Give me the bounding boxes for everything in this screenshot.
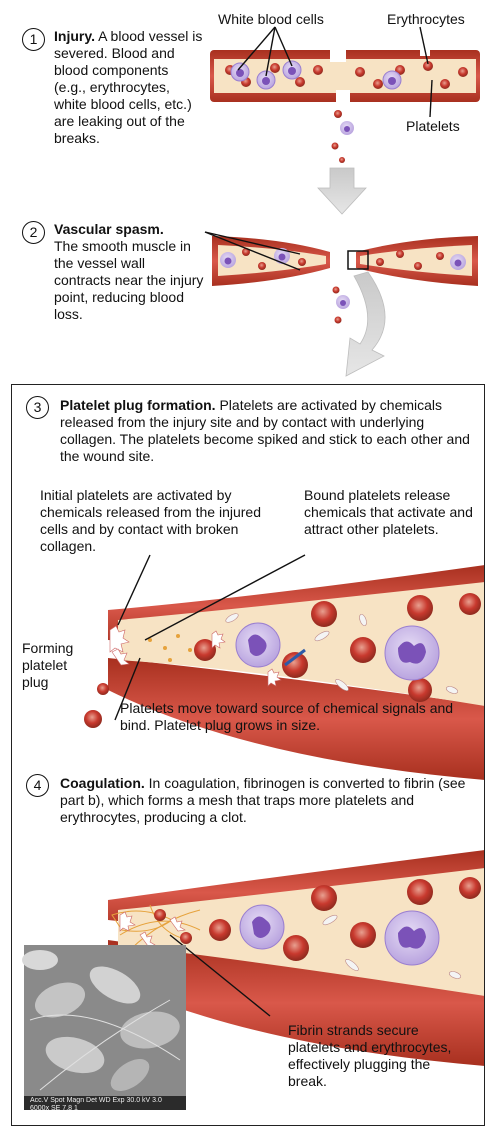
vessel-step1 (210, 26, 480, 163)
step-4-body: In coagulation, fibrinogen is converted … (60, 775, 466, 825)
step-1-text: Injury. A blood vessel is severed. Blood… (54, 28, 204, 147)
label-forming-plug: Forming platelet plug (22, 640, 74, 690)
rbc-group-step1 (225, 61, 468, 89)
label-platelets: Platelets (406, 118, 460, 134)
wbc-group-step3 (235, 622, 440, 681)
platelet-coagulation-panel (11, 384, 485, 1126)
step-3-body: Platelets are activated by chemicals rel… (60, 397, 470, 464)
rbc-group-step3 (194, 593, 481, 702)
step-1-body: A blood vessel is severed. Blood and blo… (54, 28, 203, 146)
step-number-2: 2 (22, 221, 45, 244)
down-arrow-1 (317, 167, 367, 215)
vessel-step2 (204, 231, 478, 324)
label-bound-platelets: Bound platelets release chemicals that a… (304, 487, 473, 537)
platelet-group-step3 (225, 613, 459, 694)
label-platelets-move: Platelets move toward source of chemical… (120, 700, 454, 733)
step-2-text: Vascular spasm. The smooth muscle in the… (54, 221, 204, 323)
step-4-title: Coagulation. (60, 775, 145, 791)
step-3-text: Platelet plug formation. Platelets are a… (60, 397, 472, 465)
curved-arrow-2 (345, 271, 386, 377)
label-fibrin-strands: Fibrin strands secure platelets and eryt… (288, 1022, 452, 1089)
step-number-4: 4 (26, 774, 49, 797)
rbc-group-step4 (209, 877, 481, 961)
label-erythrocytes: Erythrocytes (387, 11, 465, 27)
label-initial-platelets: Initial platelets are activated by chemi… (40, 487, 261, 554)
step-3-title: Platelet plug formation. (60, 397, 216, 413)
step-2-body: The smooth muscle in the vessel wall con… (54, 238, 204, 322)
vessel-step4 (108, 850, 485, 1066)
step-4-text: Coagulation. In coagulation, fibrinogen … (60, 775, 472, 826)
step-2-title: Vascular spasm. (54, 221, 164, 237)
sem-micrograph (22, 945, 186, 1110)
wbc-group-step4 (239, 904, 440, 966)
step-number-1: 1 (22, 28, 45, 51)
micrograph-caption: Acc.V Spot Magn Det WD Exp 30.0 kV 3.0 6… (30, 1097, 162, 1112)
wbc-group-step1 (230, 60, 402, 90)
step-1-title: Injury. (54, 28, 95, 44)
forming-plug (109, 625, 306, 687)
label-white-blood-cells: White blood cells (218, 11, 324, 27)
vessel-step3 (84, 554, 485, 780)
step-number-3: 3 (26, 396, 49, 419)
